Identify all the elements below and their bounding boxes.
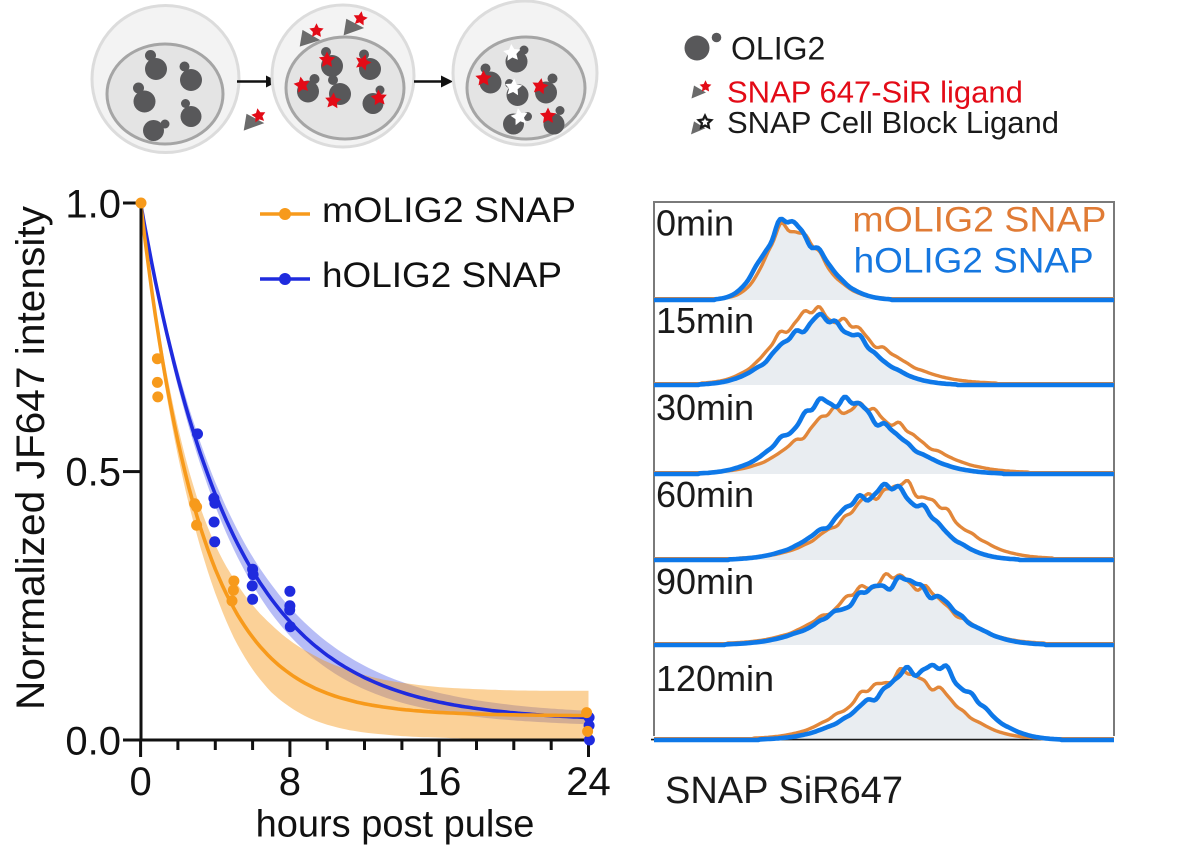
svg-text:60min: 60min bbox=[656, 474, 754, 515]
svg-text:30min: 30min bbox=[656, 387, 754, 428]
svg-text:90min: 90min bbox=[656, 561, 754, 602]
svg-text:0min: 0min bbox=[656, 203, 734, 244]
svg-text:hOLIG2 SNAP: hOLIG2 SNAP bbox=[854, 240, 1094, 280]
svg-text:24: 24 bbox=[566, 760, 611, 804]
svg-text:mOLIG2 SNAP: mOLIG2 SNAP bbox=[852, 200, 1106, 240]
svg-text:SNAP Cell Block Ligand: SNAP Cell Block Ligand bbox=[727, 105, 1059, 140]
svg-text:15min: 15min bbox=[656, 300, 754, 341]
svg-text:hOLIG2 SNAP: hOLIG2 SNAP bbox=[322, 256, 562, 295]
svg-text:Norrmalized JF647 intensity: Norrmalized JF647 intensity bbox=[9, 206, 53, 710]
svg-text:1.0: 1.0 bbox=[65, 183, 121, 227]
svg-text:0.0: 0.0 bbox=[65, 720, 121, 764]
svg-text:hours post pulse: hours post pulse bbox=[256, 804, 535, 846]
svg-text:8: 8 bbox=[279, 760, 301, 804]
svg-text:16: 16 bbox=[417, 760, 462, 804]
svg-text:SNAP SiR647: SNAP SiR647 bbox=[665, 770, 903, 812]
svg-text:SNAP 647-SiR ligand: SNAP 647-SiR ligand bbox=[727, 75, 1023, 110]
svg-text:mOLIG2 SNAP: mOLIG2 SNAP bbox=[322, 191, 576, 230]
svg-text:0: 0 bbox=[129, 760, 151, 804]
svg-text:0.5: 0.5 bbox=[65, 451, 121, 495]
svg-text:120min: 120min bbox=[656, 658, 774, 699]
svg-text:OLIG2: OLIG2 bbox=[731, 31, 825, 67]
